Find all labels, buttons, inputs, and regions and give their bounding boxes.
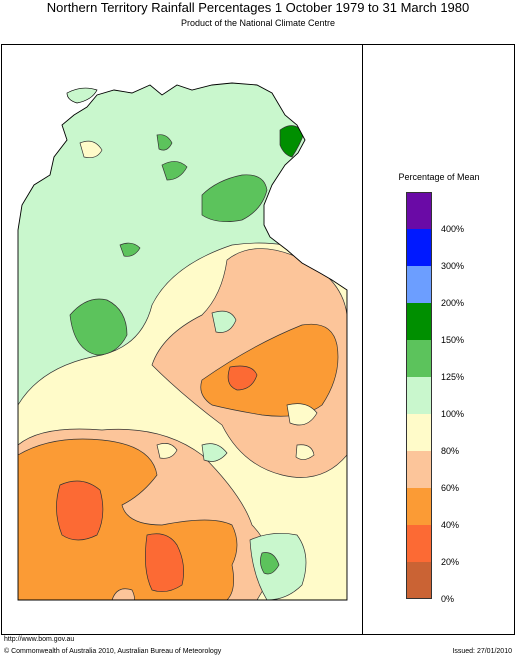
legend-swatch	[406, 377, 432, 414]
legend-swatch	[406, 414, 432, 451]
legend-title: Percentage of Mean	[398, 172, 480, 182]
map-subtitle: Product of the National Climate Centre	[180, 18, 336, 28]
legend-swatch	[406, 192, 432, 229]
legend-swatch	[406, 229, 432, 266]
legend-label: 200%	[441, 298, 465, 308]
map-title: Northern Territory Rainfall Percentages …	[46, 0, 470, 15]
legend-label: 80%	[441, 446, 460, 456]
legend-label: 150%	[441, 335, 465, 345]
issued-date: Issued: 27/01/2010	[452, 648, 512, 655]
legend-divider	[362, 44, 363, 635]
legend-swatch	[406, 488, 432, 525]
website-url[interactable]: http://www.bom.gov.au	[4, 636, 75, 643]
copyright-notice: © Commonwealth of Australia 2010, Austra…	[4, 648, 222, 655]
legend-label: 60%	[441, 483, 460, 493]
legend-label: 40%	[441, 520, 460, 530]
legend-swatch	[406, 266, 432, 303]
legend-swatch	[406, 525, 432, 562]
legend-swatch	[406, 562, 432, 599]
legend-label: 20%	[441, 557, 460, 567]
map-frame	[1, 44, 515, 635]
legend-swatch	[406, 451, 432, 488]
legend-swatch	[406, 340, 432, 377]
legend-label: 100%	[441, 409, 465, 419]
legend-label: 0%	[441, 594, 455, 604]
legend-label: 300%	[441, 261, 465, 271]
legend-swatch	[406, 303, 432, 340]
legend-label: 400%	[441, 224, 465, 234]
rainfall-map	[17, 82, 348, 601]
legend-label: 125%	[441, 372, 465, 382]
